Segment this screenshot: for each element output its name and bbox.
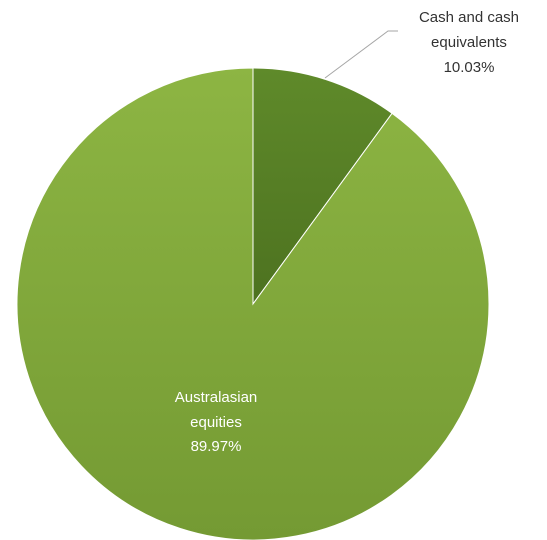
slice-cash xyxy=(252,67,393,306)
slice-label-equities-line2: equities xyxy=(190,414,242,431)
slice-equities xyxy=(16,67,490,540)
slice-layer xyxy=(16,67,490,540)
slice-label-equities-line1: Australasian xyxy=(175,389,258,406)
slice-value-cash: 10.03% xyxy=(444,59,495,76)
slice-value-equities: 89.97% xyxy=(191,438,242,455)
label-layer: Cash and cash equivalents 10.03% Austral… xyxy=(175,9,519,455)
slice-label-cash-line1: Cash and cash xyxy=(419,9,519,26)
slice-label-cash-line2: equivalents xyxy=(431,34,507,51)
leader-line xyxy=(324,30,398,79)
